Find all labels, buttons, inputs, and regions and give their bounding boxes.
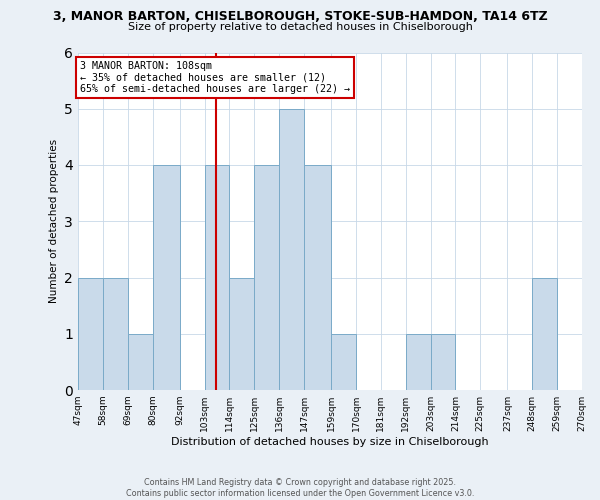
Bar — [229, 278, 254, 390]
Bar — [205, 165, 229, 390]
Bar — [532, 278, 557, 390]
X-axis label: Distribution of detached houses by size in Chiselborough: Distribution of detached houses by size … — [171, 437, 489, 447]
Bar — [78, 278, 103, 390]
Bar — [128, 334, 152, 390]
Bar — [406, 334, 431, 390]
Y-axis label: Number of detached properties: Number of detached properties — [49, 139, 59, 304]
Text: 3 MANOR BARTON: 108sqm
← 35% of detached houses are smaller (12)
65% of semi-det: 3 MANOR BARTON: 108sqm ← 35% of detached… — [80, 61, 350, 94]
Bar — [304, 165, 331, 390]
Bar — [103, 278, 128, 390]
Text: Size of property relative to detached houses in Chiselborough: Size of property relative to detached ho… — [128, 22, 472, 32]
Text: 3, MANOR BARTON, CHISELBOROUGH, STOKE-SUB-HAMDON, TA14 6TZ: 3, MANOR BARTON, CHISELBOROUGH, STOKE-SU… — [53, 10, 547, 23]
Text: Contains HM Land Registry data © Crown copyright and database right 2025.
Contai: Contains HM Land Registry data © Crown c… — [126, 478, 474, 498]
Bar — [279, 109, 304, 390]
Bar — [331, 334, 356, 390]
Bar — [254, 165, 279, 390]
Bar — [152, 165, 180, 390]
Bar — [431, 334, 455, 390]
